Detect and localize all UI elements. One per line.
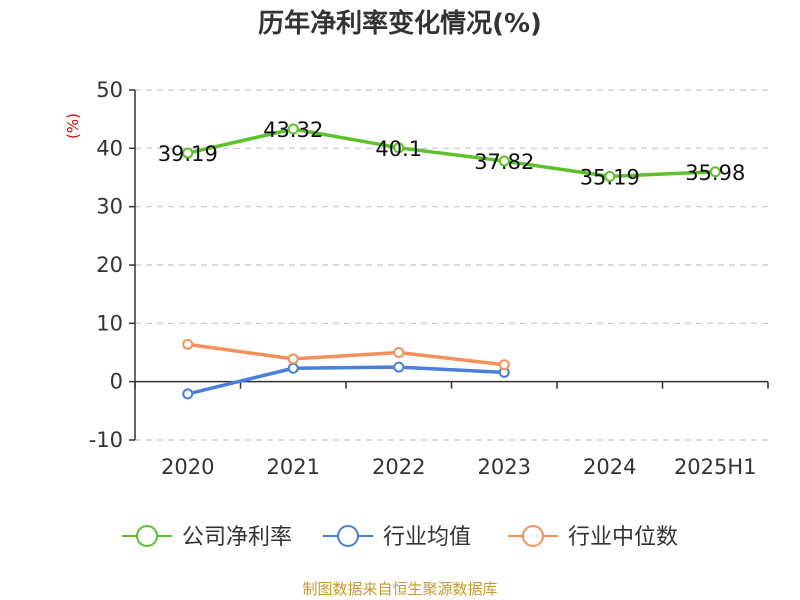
x-tick-label: 2025H1 [674,455,757,479]
y-tick-label: -10 [89,428,123,452]
y-tick-label: 50 [96,78,123,102]
x-tick-label: 2021 [267,455,320,479]
x-tick-label: 2023 [478,455,531,479]
y-tick-label: 40 [96,136,123,160]
series-line [187,342,505,367]
data-point [498,155,510,167]
y-tick-label: 0 [110,370,123,394]
data-point [287,362,299,374]
chart-title: 历年净利率变化情况(%) [258,8,542,39]
series-line [187,127,716,179]
data-point [393,142,405,154]
series-line [187,365,505,396]
x-tick-label: 2020 [161,455,214,479]
legend-marker [136,525,158,547]
data-labels: 39.19 43.32 40.1 37.82 35.19 35.98 [158,118,746,189]
legend-entry: 行业均值 [383,525,471,550]
source-note: 制图数据来自恒生聚源数据库 [302,580,497,598]
data-label: 40.1 [375,137,422,161]
data-point [287,123,299,135]
x-tick-label: 2022 [372,455,425,479]
legend-marker [522,525,544,547]
data-label: 39.19 [158,142,218,166]
y-tick-label: 30 [96,195,123,219]
data-point [393,361,405,373]
data-point [182,388,194,400]
y-axis-label: (%) [64,113,82,139]
data-point [182,338,194,350]
data-point [393,347,405,358]
legend-entry: 行业中位数 [568,525,678,550]
x-tick-labels: 2020 2021 2022 2023 2024 2025H1 [161,455,757,479]
data-point [604,170,616,182]
data-label: 37.82 [474,150,534,174]
data-point [709,166,721,178]
y-tick-labels: -10 0 10 20 30 40 50 [89,78,123,452]
data-point [182,147,194,159]
legend-entry: 公司净利率 [182,525,292,550]
legend: 公司净利率 行业均值 行业中位数 [122,525,678,550]
series-lines [182,123,721,400]
data-point [498,359,510,371]
x-tick-label: 2024 [583,455,636,479]
data-label: 43.32 [263,118,323,142]
legend-marker [337,525,359,547]
y-tick-label: 10 [96,311,123,335]
data-point [287,353,299,365]
data-label: 35.19 [580,165,640,189]
y-tick-label: 20 [96,253,123,277]
data-label: 35.98 [685,161,745,185]
